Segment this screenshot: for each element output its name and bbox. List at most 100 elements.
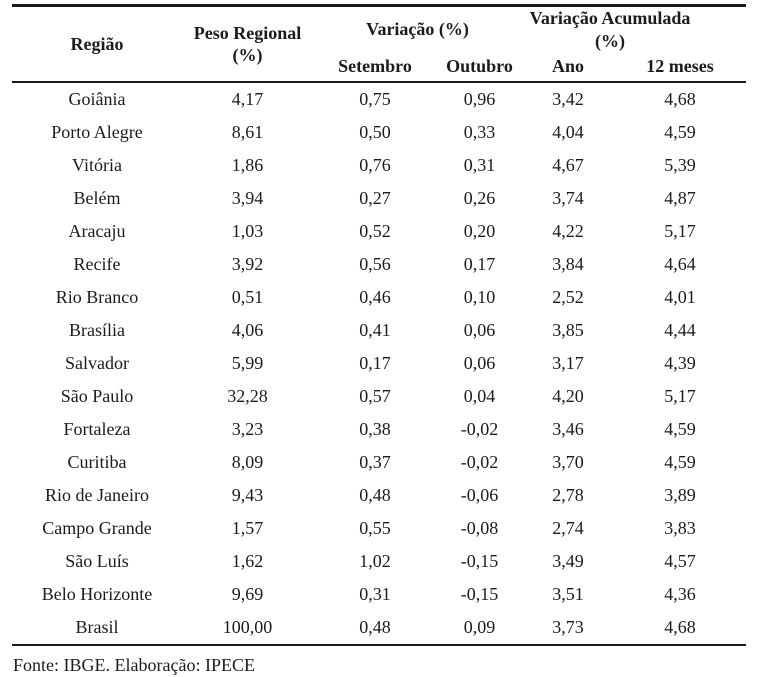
region-cell: Recife — [73, 254, 121, 274]
cell: 8,61 — [231, 122, 264, 142]
table-row: Rio de Janeiro 9,43 0,48 -0,06 2,78 3,89 — [12, 479, 746, 512]
cell: 4,64 — [664, 254, 696, 274]
cell: 4,04 — [552, 122, 584, 142]
cell: 3,85 — [552, 320, 584, 340]
cell: -0,08 — [460, 518, 499, 538]
region-cell: Goiânia — [68, 89, 126, 109]
region-cell: Curitiba — [67, 452, 127, 472]
table-row: Vitória 1,86 0,76 0,31 4,67 5,39 — [12, 149, 746, 182]
table-row: São Paulo 32,28 0,57 0,04 4,20 5,17 — [12, 380, 746, 413]
cell: 3,92 — [231, 254, 264, 274]
source-note: Fonte: IBGE. Elaboração: IPECE — [13, 655, 255, 675]
table-row: São Luís 1,62 1,02 -0,15 3,49 4,57 — [12, 545, 746, 578]
cell: 0,31 — [463, 155, 496, 175]
cell: 3,51 — [552, 584, 584, 604]
cell: 3,74 — [552, 188, 584, 208]
cell: -0,06 — [460, 485, 499, 505]
cell: 0,46 — [359, 287, 391, 307]
table-row: Brasília 4,06 0,41 0,06 3,85 4,44 — [12, 314, 746, 347]
cell: 2,74 — [552, 518, 584, 538]
cell: 9,43 — [231, 485, 264, 505]
cell: 0,17 — [359, 353, 391, 373]
cell: 4,36 — [664, 584, 696, 604]
cell: 3,83 — [664, 518, 696, 538]
region-cell: Porto Alegre — [51, 122, 143, 142]
col-group-variacao: Variação (%) — [366, 19, 469, 40]
table-row: Curitiba 8,09 0,37 -0,02 3,70 4,59 — [12, 446, 746, 479]
region-cell: Vitória — [72, 155, 122, 175]
table-row: Aracaju 1,03 0,52 0,20 4,22 5,17 — [12, 215, 746, 248]
cell: 1,02 — [359, 551, 391, 571]
cell: -0,02 — [460, 419, 499, 439]
cell: 1,62 — [231, 551, 264, 571]
cell: 0,27 — [359, 188, 391, 208]
cell: 2,52 — [552, 287, 584, 307]
cell: 3,49 — [552, 551, 584, 571]
cell: 4,44 — [664, 320, 696, 340]
cell: 3,42 — [552, 89, 584, 109]
cell: 0,10 — [463, 287, 496, 307]
cell: 5,99 — [231, 353, 264, 373]
region-cell: Brasília — [69, 320, 125, 340]
cell: 3,73 — [552, 617, 584, 637]
region-cell: Fortaleza — [63, 419, 131, 439]
col-header-ano: Ano — [522, 52, 615, 83]
cell: 0,96 — [463, 89, 496, 109]
region-cell: Campo Grande — [42, 518, 152, 538]
cell: 1,57 — [231, 518, 264, 538]
cell: -0,02 — [460, 452, 499, 472]
cell: 0,06 — [463, 320, 496, 340]
table-row: Recife 3,92 0,56 0,17 3,84 4,64 — [12, 248, 746, 281]
cell: 9,69 — [231, 584, 264, 604]
col-header-peso-line2: (%) — [232, 45, 263, 65]
cell: 3,46 — [552, 419, 584, 439]
cell: 3,84 — [552, 254, 584, 274]
table-row: Goiânia 4,17 0,75 0,96 3,42 4,68 — [12, 82, 746, 116]
cell: 4,22 — [552, 221, 584, 241]
cell: 0,48 — [359, 485, 391, 505]
cell: 3,70 — [552, 452, 584, 472]
table-body: Goiânia 4,17 0,75 0,96 3,42 4,68 Porto Alegre… — [12, 82, 746, 645]
cell: 0,20 — [463, 221, 496, 241]
cell: 3,94 — [231, 188, 264, 208]
cell: 0,17 — [463, 254, 496, 274]
cell: 0,31 — [359, 584, 391, 604]
col-group-variacao-acumulada: Variação Acumulada (%) — [529, 8, 691, 51]
cell: 0,38 — [359, 419, 391, 439]
cell: 0,04 — [463, 386, 496, 406]
cell: 0,37 — [359, 452, 391, 472]
cell: 4,67 — [552, 155, 584, 175]
cell: 0,33 — [463, 122, 496, 142]
cell: 0,41 — [359, 320, 391, 340]
cell: 4,39 — [664, 353, 696, 373]
cell: 4,01 — [664, 287, 696, 307]
cell: 0,75 — [359, 89, 391, 109]
table-row: Fortaleza 3,23 0,38 -0,02 3,46 4,59 — [12, 413, 746, 446]
ipca-regional-variation-table: Região Peso Regional (%) Variação (%) Va… — [12, 4, 747, 646]
col-header-peso-regional: Peso Regional (%) — [182, 5, 313, 83]
cell: 4,59 — [664, 419, 696, 439]
cell: 1,86 — [231, 155, 264, 175]
cell: -0,15 — [460, 584, 499, 604]
cell: 3,89 — [664, 485, 696, 505]
cell: 32,28 — [227, 386, 268, 406]
col-header-peso-line1: Peso Regional — [193, 22, 302, 43]
table-header: Região Peso Regional (%) Variação (%) Va… — [12, 5, 747, 83]
cell: 0,56 — [359, 254, 391, 274]
cell: 4,17 — [231, 89, 264, 109]
cell: 5,17 — [664, 386, 696, 406]
cell: 3,17 — [552, 353, 584, 373]
cell: 4,87 — [664, 188, 696, 208]
region-cell: Belo Horizonte — [41, 584, 153, 604]
cell: 4,59 — [664, 122, 696, 142]
cell: 2,78 — [552, 485, 584, 505]
table-row: Belo Horizonte 9,69 0,31 -0,15 3,51 4,36 — [12, 578, 746, 611]
cell: 0,50 — [359, 122, 391, 142]
table-row: Campo Grande 1,57 0,55 -0,08 2,74 3,83 — [12, 512, 746, 545]
table-row: Salvador 5,99 0,17 0,06 3,17 4,39 — [12, 347, 746, 380]
cell: 8,09 — [231, 452, 264, 472]
cell: 0,55 — [359, 518, 391, 538]
cell: 4,68 — [664, 89, 696, 109]
cell: 0,57 — [359, 386, 391, 406]
